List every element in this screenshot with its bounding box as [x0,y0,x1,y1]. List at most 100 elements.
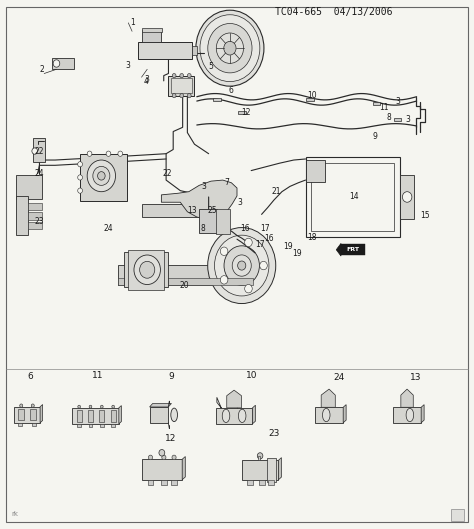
Text: 10: 10 [307,91,317,100]
Text: 6: 6 [27,371,33,380]
Bar [80,154,128,201]
Polygon shape [278,458,282,480]
Bar [394,118,401,121]
Bar [161,480,167,485]
Polygon shape [161,180,237,220]
Text: 11: 11 [379,103,388,112]
Ellipse shape [171,408,177,422]
Circle shape [232,255,251,276]
Bar [258,456,260,460]
Text: 6: 6 [228,86,233,95]
Circle shape [78,162,82,167]
Text: 16: 16 [264,234,274,243]
Bar [27,203,42,210]
Bar [451,509,464,521]
Bar [33,138,45,162]
Circle shape [196,10,264,86]
Circle shape [87,151,92,157]
Bar [306,160,325,181]
Text: 3: 3 [145,75,150,84]
Text: FRT: FRT [347,247,360,252]
Bar [118,264,253,285]
Circle shape [257,453,263,459]
Circle shape [215,235,269,296]
Text: 22: 22 [162,169,172,178]
Bar [216,408,253,424]
Circle shape [93,166,110,185]
Circle shape [208,23,252,73]
Bar [77,410,82,422]
Circle shape [180,94,183,98]
Text: 8: 8 [201,224,205,233]
Polygon shape [119,406,121,424]
Text: 22: 22 [35,147,44,156]
Text: 13: 13 [410,372,421,381]
Circle shape [32,148,37,154]
Polygon shape [253,405,255,424]
Bar [247,480,253,485]
Text: TC04-665  04/13/2006: TC04-665 04/13/2006 [275,7,392,17]
Text: 3: 3 [125,60,130,69]
Text: 20: 20 [179,281,189,290]
Bar [89,424,92,427]
Bar [171,78,192,93]
Bar [341,244,365,255]
Polygon shape [343,405,346,423]
Bar [100,410,104,422]
Circle shape [245,285,252,293]
Polygon shape [401,389,413,407]
Text: 11: 11 [92,370,103,379]
Text: 16: 16 [241,224,250,233]
Text: 10: 10 [246,370,258,379]
Text: 3: 3 [395,97,400,106]
Text: 19: 19 [283,242,293,251]
Circle shape [31,404,34,407]
Bar [238,111,246,114]
Bar [199,209,217,233]
Circle shape [216,33,244,63]
Bar [128,250,164,290]
Polygon shape [227,390,241,408]
Text: 13: 13 [187,206,197,215]
Circle shape [78,188,82,193]
Bar [171,480,177,485]
Circle shape [187,74,191,78]
Circle shape [200,15,260,81]
Bar [118,278,253,285]
Circle shape [78,405,81,408]
Circle shape [53,60,60,67]
Circle shape [224,41,236,55]
Bar [100,424,103,427]
Polygon shape [182,457,185,480]
Text: 4: 4 [144,77,149,86]
Text: 8: 8 [387,113,392,122]
Bar [31,423,36,426]
Bar [143,30,161,42]
Bar [213,98,221,101]
Circle shape [237,261,246,270]
Circle shape [260,261,267,270]
Text: 17: 17 [261,224,270,233]
Text: 3: 3 [237,198,242,207]
Ellipse shape [222,409,230,423]
Bar [88,410,93,422]
Bar [143,204,220,217]
Bar [14,407,40,423]
Circle shape [87,160,116,191]
Ellipse shape [322,408,330,422]
Bar [393,407,421,423]
Bar [150,407,168,423]
Bar [306,157,400,237]
Bar [124,252,168,287]
Bar [168,76,194,96]
Circle shape [245,238,252,247]
Text: 3: 3 [201,182,206,191]
Circle shape [159,450,165,456]
Bar [111,410,116,422]
Text: 23: 23 [268,428,280,437]
Bar [268,480,274,485]
Circle shape [78,175,82,180]
Circle shape [180,74,183,78]
Circle shape [220,247,228,256]
Circle shape [89,405,92,408]
